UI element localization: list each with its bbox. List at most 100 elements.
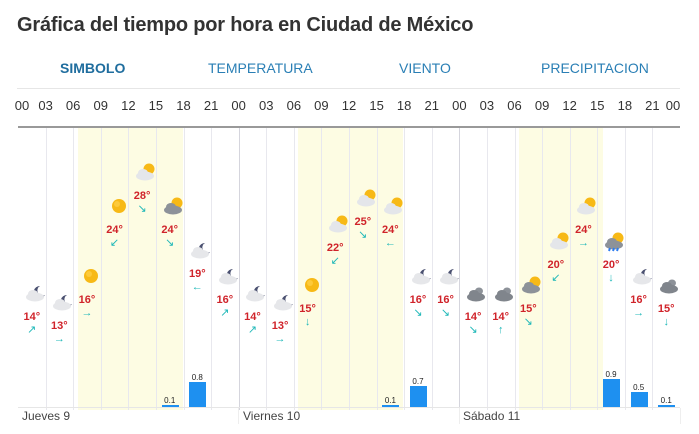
- daylight-shade: [519, 128, 603, 410]
- day-divider: [239, 128, 240, 410]
- page-title: Gráfica del tiempo por hora en Ciudad de…: [17, 14, 474, 36]
- hour-gridline: [294, 128, 295, 410]
- hour-gridline: [515, 128, 516, 410]
- wind-direction-icon: ↘: [137, 202, 147, 215]
- wind-direction-icon: ↓: [608, 272, 614, 285]
- partly-cloudy-icon: [576, 197, 598, 215]
- cloudy-sun-icon: [521, 276, 543, 294]
- wind-direction-icon: ↙: [330, 254, 340, 267]
- temperature-value: 16°: [437, 293, 454, 306]
- temperature-value: 14°: [464, 311, 482, 324]
- hour-gridline: [73, 128, 74, 410]
- hour-gridline: [432, 128, 433, 410]
- precipitation-bar: [603, 379, 621, 408]
- tab-simbolo[interactable]: SIMBOLO: [60, 60, 126, 76]
- wind-direction-icon: ↘: [165, 237, 175, 250]
- wind-direction-icon: ↗: [27, 324, 37, 337]
- temperature-value: 19°: [188, 267, 206, 280]
- precipitation-bar: [161, 404, 179, 408]
- hour-label: 09: [93, 98, 108, 113]
- wind-direction-icon: →: [53, 333, 65, 345]
- wind-direction-icon: ↘: [413, 306, 423, 319]
- temperature-value: 25°: [354, 215, 372, 228]
- partly-cloudy-icon: [356, 189, 378, 207]
- hour-label: 03: [479, 98, 495, 113]
- precipitation-bar: [630, 392, 648, 408]
- temperature-value: 16°: [78, 293, 96, 306]
- hour-label: 18: [396, 98, 412, 113]
- hour-gridline: [156, 128, 157, 410]
- temperature-value: 22°: [326, 241, 344, 254]
- tab-precipitacion[interactable]: PRECIPITACION: [541, 60, 649, 76]
- hour-label: 18: [617, 98, 633, 113]
- temperature-value: 14°: [244, 311, 261, 324]
- wind-direction-icon: ↘: [468, 324, 478, 337]
- hour-gridline: [101, 128, 102, 410]
- day-label: Sábado 11: [463, 409, 521, 423]
- wind-direction-icon: ↗: [247, 324, 258, 337]
- hour-label: 21: [203, 98, 219, 113]
- rain-sun-icon: [604, 232, 626, 252]
- weather-chart: 14° ↗ 13° → 16° → 24° ↙ 28° ↘ 24° ↘ 0.1 19° ← 0.8 16° ↗ 14…: [18, 126, 680, 410]
- temperature-value: 16°: [216, 293, 234, 306]
- hour-label: 06: [65, 98, 81, 113]
- hour-label: 12: [562, 98, 577, 113]
- day-divider: [459, 128, 460, 410]
- hour-label: 09: [534, 98, 550, 113]
- moon-cloud-icon: [439, 267, 461, 285]
- temperature-value: 15°: [519, 302, 537, 315]
- wind-direction-icon: ↑: [497, 324, 504, 337]
- wind-direction-icon: →: [577, 237, 589, 250]
- temperature-value: 15°: [657, 302, 675, 315]
- hour-gridline: [542, 128, 543, 410]
- wind-direction-icon: ↘: [358, 228, 368, 241]
- partly-cloudy-icon: [549, 232, 571, 250]
- hour-label: 00: [231, 98, 246, 113]
- wind-direction-icon: ←: [384, 237, 396, 250]
- cloudy-icon: [494, 284, 516, 302]
- wind-direction-icon: ↘: [523, 315, 533, 328]
- hour-gridline: [349, 128, 350, 410]
- partly-cloudy-icon: [328, 215, 350, 233]
- day-section-2: [238, 408, 460, 424]
- moon-cloud-icon: [245, 284, 267, 302]
- hour-gridline: [211, 128, 212, 410]
- cloudy-icon: [466, 284, 488, 302]
- hour-gridline: [377, 128, 378, 410]
- day-label: Jueves 9: [22, 409, 71, 423]
- partly-cloudy-icon: [135, 163, 157, 181]
- tab-temperatura[interactable]: TEMPERATURA: [208, 60, 313, 76]
- hour-label: 21: [424, 98, 439, 113]
- hour-gridline: [321, 128, 322, 410]
- wind-direction-icon: ↙: [109, 237, 120, 250]
- hour-gridline: [487, 128, 488, 410]
- temperature-value: 24°: [106, 224, 123, 237]
- cloudy-icon: [659, 276, 680, 294]
- wind-direction-icon: ←: [191, 280, 203, 293]
- hour-label: 12: [341, 98, 357, 113]
- wind-direction-icon: ↓: [663, 315, 669, 328]
- hour-label: 03: [259, 98, 274, 113]
- hour-label: 18: [176, 98, 191, 113]
- precipitation-value: 0.1: [660, 395, 672, 405]
- sun-icon: [108, 197, 130, 215]
- temperature-value: 20°: [602, 259, 620, 272]
- hour-label: 06: [286, 98, 302, 113]
- wind-direction-icon: →: [633, 306, 645, 319]
- chart-baseline: [18, 407, 680, 408]
- temperature-value: 15°: [299, 302, 316, 315]
- hour-label: 15: [369, 98, 384, 113]
- temperature-value: 13°: [271, 320, 289, 332]
- temperature-value: 14°: [492, 311, 510, 324]
- tab-viento[interactable]: VIENTO: [399, 60, 451, 76]
- sun-icon: [80, 267, 102, 285]
- hour-label: 03: [38, 98, 53, 113]
- hour-gridline: [652, 128, 653, 410]
- hour-label: 09: [314, 98, 329, 113]
- wind-direction-icon: ↗: [220, 306, 230, 319]
- hour-label: 12: [121, 98, 136, 113]
- day-section-3: [459, 408, 681, 424]
- cloudy-sun-icon: [163, 197, 185, 215]
- precipitation-bar: [658, 404, 676, 408]
- hour-label: 15: [590, 98, 605, 113]
